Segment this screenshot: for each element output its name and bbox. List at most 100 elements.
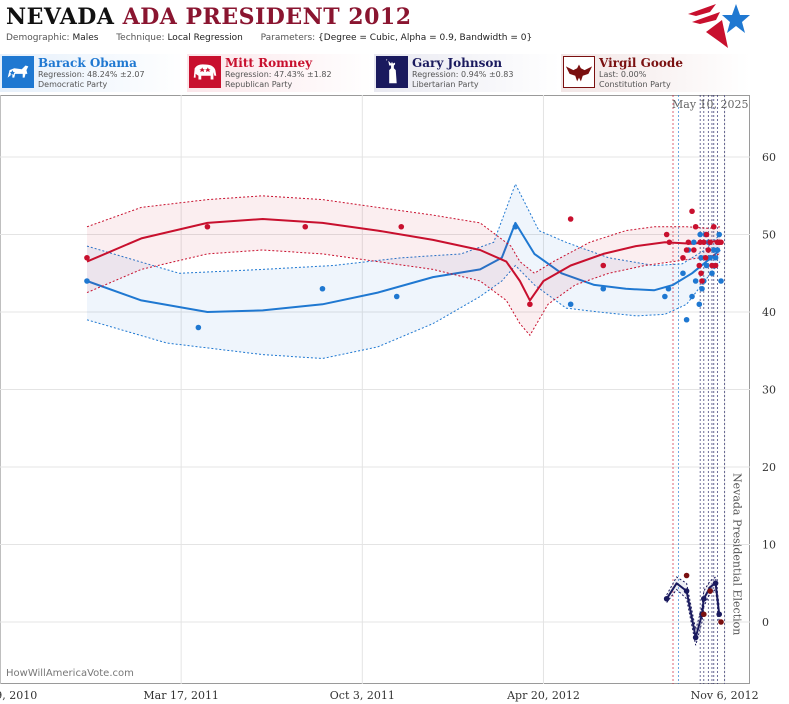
candidate-party: Libertarian Party — [412, 80, 479, 89]
elephant-icon — [189, 56, 221, 88]
title-rest: ADA PRESIDENT 2012 — [122, 4, 412, 30]
barack-obama-trend-line — [86, 221, 721, 313]
virgil-goode-poll-point — [701, 611, 707, 618]
candidate-obama[interactable]: Barack Obama Regression: 48.24% ±2.07 De… — [0, 54, 186, 92]
mitt-romney-poll-point — [685, 239, 692, 246]
barack-obama-poll-point — [712, 254, 719, 261]
virgil-goode-poll-point — [718, 619, 724, 625]
barack-obama-poll-point — [683, 316, 690, 323]
candidate-legend: Barack Obama Regression: 48.24% ±2.07 De… — [0, 54, 750, 92]
mitt-romney-poll-point — [692, 223, 699, 230]
barack-obama-poll-point — [703, 262, 710, 269]
y-tick-label: 10 — [762, 539, 776, 552]
x-tick-label: Aug 29, 2010 — [0, 689, 37, 702]
title-state: NEVADA — [6, 4, 115, 30]
parameters-value: {Degree = Cubic, Alpha = 0.9, Bandwidth … — [318, 33, 533, 43]
barack-obama-band-lower — [86, 261, 721, 360]
statue-of-liberty-icon — [376, 56, 408, 88]
barack-obama-poll-point — [716, 231, 723, 238]
election-label: Nevada Presidential Election — [731, 473, 744, 635]
mitt-romney-poll-point — [204, 223, 211, 230]
virgil-goode-poll-point — [683, 572, 690, 579]
barack-obama-poll-point — [393, 293, 400, 300]
barack-obama-poll-point — [195, 324, 202, 331]
y-tick-label: 40 — [762, 306, 776, 319]
gary-johnson-poll-point — [716, 611, 723, 618]
barack-obama-poll-point — [696, 301, 703, 308]
mitt-romney-poll-point — [600, 262, 607, 269]
mitt-romney-poll-point — [691, 247, 697, 253]
star-logo-icon — [688, 4, 750, 48]
y-tick-label: 60 — [762, 151, 776, 164]
barack-obama-poll-point — [691, 239, 697, 246]
barack-obama-poll-point — [680, 270, 686, 277]
barack-obama-poll-point — [600, 285, 607, 292]
mitt-romney-poll-point — [84, 254, 90, 261]
mitt-romney-poll-point — [663, 231, 670, 238]
mitt-romney-poll-point — [689, 208, 695, 215]
barack-obama-poll-point — [662, 293, 668, 300]
gary-johnson-poll-point — [683, 588, 690, 594]
mitt-romney-poll-point — [712, 262, 719, 269]
barack-obama-poll-point — [512, 223, 519, 230]
mitt-romney-band-lower — [86, 249, 721, 337]
barack-obama-poll-point — [698, 254, 704, 261]
gary-johnson-band-lower — [666, 588, 720, 646]
gary-johnson-poll-point — [701, 595, 707, 602]
candidate-stat: Last: 0.00% — [599, 70, 647, 79]
mitt-romney-poll-point — [703, 231, 710, 238]
mitt-romney-band-upper — [86, 195, 721, 274]
mitt-romney-poll-point — [302, 223, 309, 230]
eagle-icon — [563, 56, 595, 88]
barack-obama-poll-point — [714, 247, 721, 253]
x-tick-label: Nov 6, 2012 — [691, 689, 759, 702]
donkey-icon — [2, 56, 34, 88]
candidate-party: Republican Party — [225, 80, 293, 89]
candidate-johnson[interactable]: Gary Johnson Regression: 0.94% ±0.83 Lib… — [374, 54, 560, 92]
mitt-romney-trend-line — [86, 218, 721, 302]
barack-obama-poll-point — [697, 231, 703, 238]
poll-chart: 0 10 20 30 40 50 60 Aug 29, 2010 Mar 17, 2011 Oct… — [0, 95, 776, 702]
technique-value: Local Regression — [167, 33, 243, 43]
mitt-romney-poll-point — [705, 247, 712, 253]
mitt-romney-poll-point — [707, 239, 713, 246]
gary-johnson-poll-point — [663, 595, 670, 602]
mitt-romney-poll-point — [398, 223, 405, 230]
barack-obama-poll-point — [692, 278, 699, 284]
candidate-goode[interactable]: Virgil Goode Last: 0.00% Constitution Pa… — [561, 54, 750, 92]
barack-obama-poll-point — [718, 278, 724, 284]
demographic-label: Demographic: — [6, 33, 70, 43]
y-tick-label: 50 — [762, 229, 776, 242]
barack-obama-poll-point — [665, 285, 672, 292]
demographic-value: Males — [72, 33, 99, 43]
barack-obama-poll-point — [707, 254, 713, 261]
candidate-name: Barack Obama — [38, 56, 137, 70]
x-tick-label: Mar 17, 2011 — [143, 689, 219, 702]
mitt-romney-poll-point — [680, 254, 686, 261]
page-title: NEVADA ADA PRESIDENT 2012 — [6, 4, 412, 30]
candidate-party: Constitution Party — [599, 80, 671, 89]
candidate-romney[interactable]: Mitt Romney Regression: 47.43% ±1.82 Rep… — [187, 54, 373, 92]
x-tick-label: Oct 3, 2011 — [330, 689, 395, 702]
mitt-romney-poll-point — [666, 239, 673, 246]
candidate-name: Mitt Romney — [225, 56, 313, 70]
candidate-stat: Regression: 47.43% ±1.82 — [225, 70, 332, 79]
mitt-romney-poll-point — [683, 247, 690, 253]
watermark: HowWillAmericaVote.com — [6, 668, 134, 679]
barack-obama-poll-point — [709, 270, 715, 277]
mitt-romney-band — [87, 195, 721, 336]
mitt-romney-poll-point — [701, 239, 707, 246]
candidate-name: Gary Johnson — [412, 56, 503, 70]
y-tick-label: 0 — [762, 616, 769, 629]
mitt-romney-poll-point — [527, 301, 533, 308]
y-tick-label: 20 — [762, 461, 776, 474]
candidate-name: Virgil Goode — [599, 56, 683, 70]
barack-obama-poll-point — [699, 285, 705, 292]
barack-obama-poll-point — [567, 301, 574, 308]
barack-obama-poll-point — [84, 278, 90, 284]
mitt-romney-poll-point — [567, 216, 574, 222]
mitt-romney-poll-point — [710, 223, 717, 230]
x-tick-label: Apr 20, 2012 — [506, 689, 580, 702]
mitt-romney-poll-point — [702, 254, 709, 261]
gary-johnson-band-upper — [666, 576, 720, 630]
